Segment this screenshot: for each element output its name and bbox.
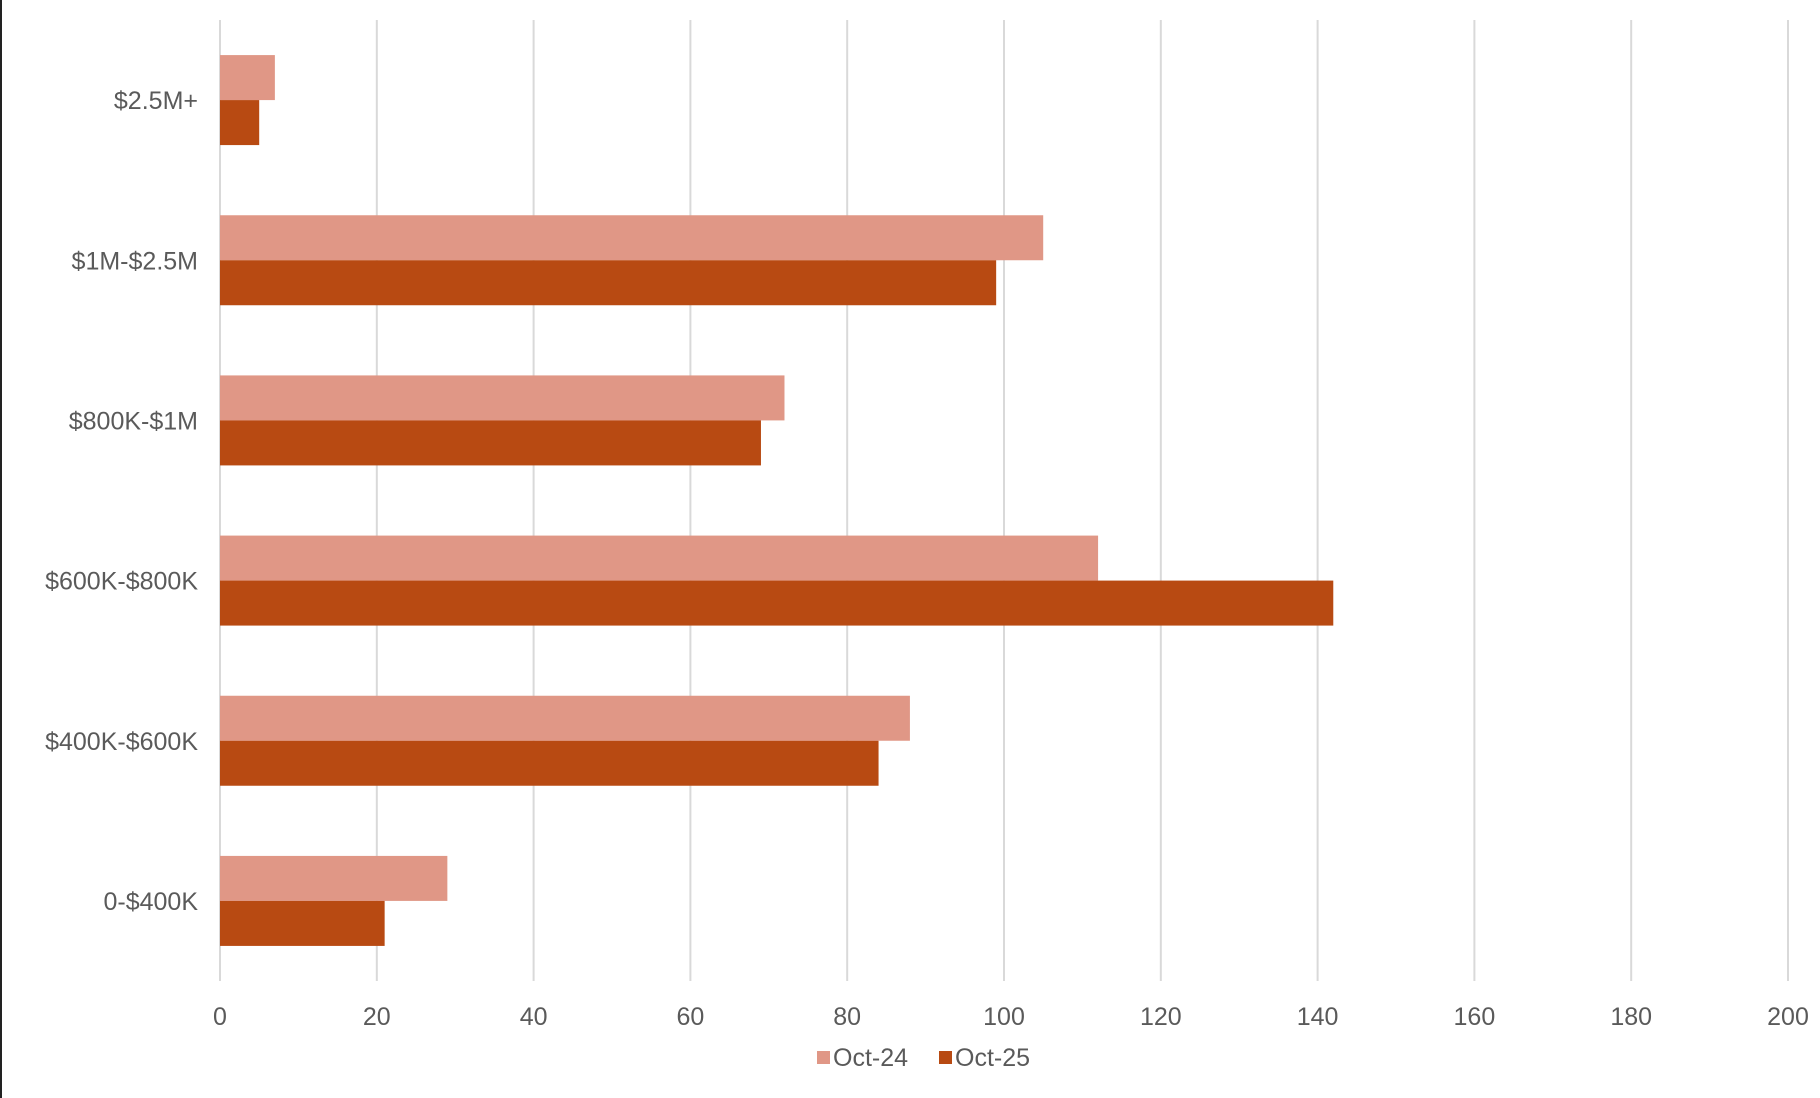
bar-Oct-25-3 — [220, 580, 1334, 626]
x-axis-ticks: 0 20 40 60 80 100 120 140 160 180 200 — [213, 1003, 1809, 1031]
category-label: $1M-$2.5M — [72, 247, 198, 275]
category-label: $600K-$800K — [45, 568, 198, 596]
x-tick-label: 120 — [1140, 1003, 1182, 1031]
category-label: $800K-$1M — [69, 407, 198, 435]
x-tick-label: 0 — [213, 1003, 227, 1031]
bar-Oct-24-4 — [220, 695, 910, 741]
category-label: $400K-$600K — [45, 728, 198, 756]
gridlines — [219, 20, 1789, 981]
x-tick-label: 200 — [1767, 1003, 1809, 1031]
category-label: $2.5M+ — [114, 87, 198, 115]
bars — [220, 55, 1334, 946]
bar-Oct-24-0 — [220, 55, 275, 101]
x-tick-label: 100 — [983, 1003, 1025, 1031]
bar-Oct-24-1 — [220, 215, 1044, 261]
bar-Oct-24-3 — [220, 535, 1099, 581]
x-tick-label: 20 — [363, 1003, 391, 1031]
legend: Oct-24 Oct-25 — [817, 1044, 1030, 1072]
x-tick-label: 80 — [833, 1003, 861, 1031]
legend-label-Oct-25: Oct-25 — [955, 1044, 1030, 1072]
bar-Oct-25-5 — [220, 900, 385, 946]
legend-swatch-Oct-25 — [939, 1051, 952, 1064]
bar-Oct-25-0 — [220, 100, 260, 146]
x-tick-label: 160 — [1454, 1003, 1496, 1031]
x-tick-label: 60 — [676, 1003, 704, 1031]
bar-Oct-24-5 — [220, 855, 448, 901]
bar-Oct-25-1 — [220, 260, 997, 306]
bar-Oct-25-4 — [220, 740, 879, 786]
legend-label-Oct-24: Oct-24 — [833, 1044, 908, 1072]
category-label: 0-$400K — [103, 888, 198, 916]
x-tick-label: 40 — [520, 1003, 548, 1031]
x-tick-label: 140 — [1297, 1003, 1339, 1031]
legend-swatch-Oct-24 — [817, 1051, 830, 1064]
category-labels: $2.5M+ $1M-$2.5M $800K-$1M $600K-$800K $400K… — [45, 87, 198, 916]
bar-Oct-25-2 — [220, 420, 761, 466]
x-tick-label: 180 — [1610, 1003, 1652, 1031]
bar-Oct-24-2 — [220, 375, 785, 421]
